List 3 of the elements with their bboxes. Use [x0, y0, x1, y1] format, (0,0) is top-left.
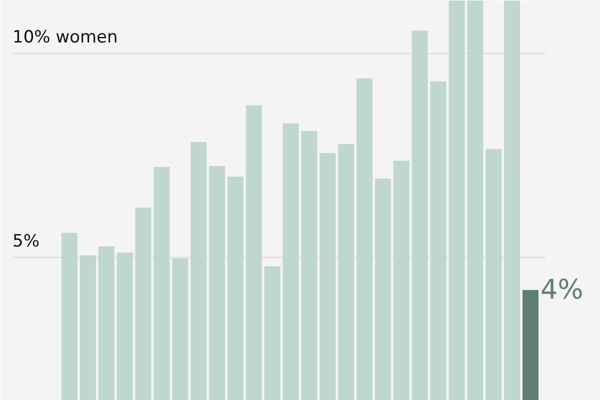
y-tick-label: 5%: [12, 231, 40, 252]
y-tick-label: 10% women: [12, 28, 118, 48]
data-label: 4%: [540, 274, 584, 306]
